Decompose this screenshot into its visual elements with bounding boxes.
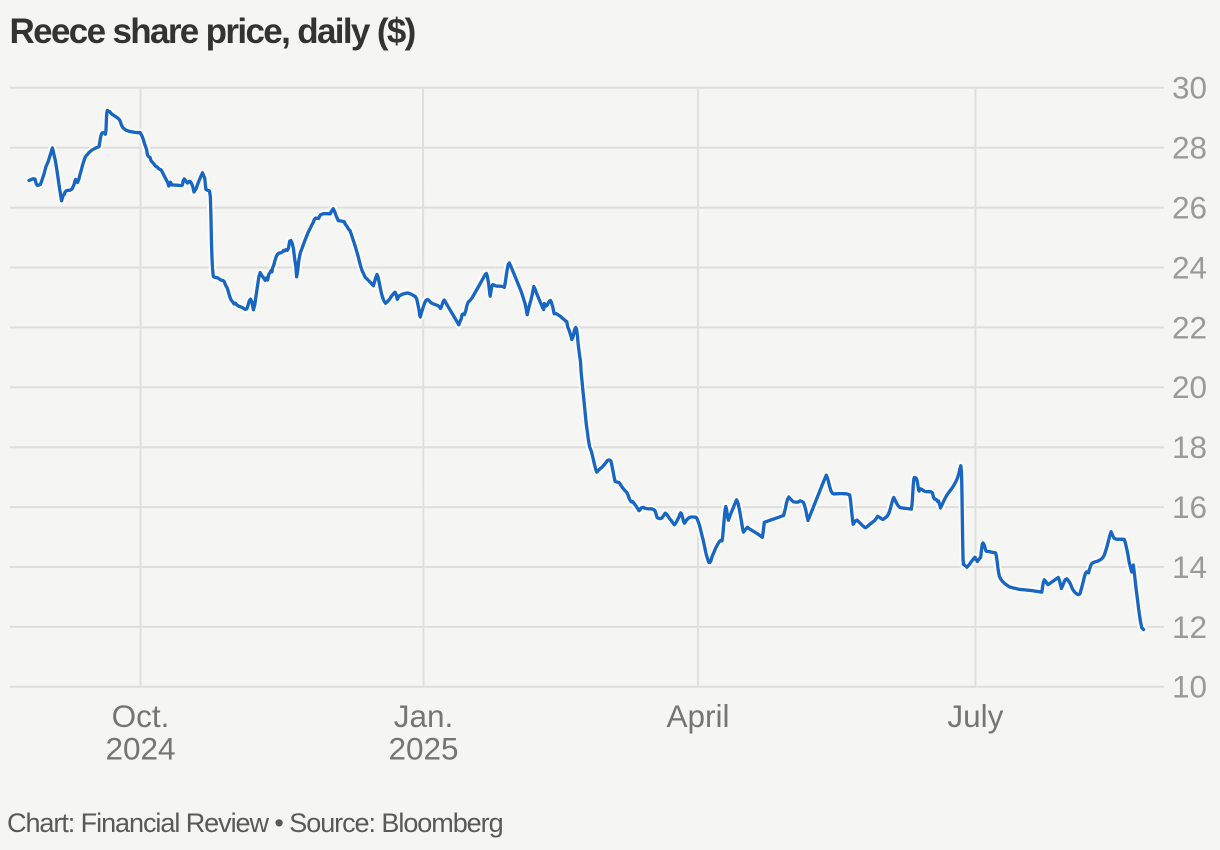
svg-text:10: 10	[1172, 669, 1207, 705]
svg-text:2024: 2024	[105, 731, 175, 767]
svg-text:22: 22	[1172, 309, 1207, 345]
svg-text:24: 24	[1172, 249, 1207, 285]
svg-text:12: 12	[1172, 609, 1207, 645]
svg-text:28: 28	[1172, 130, 1207, 166]
svg-text:April: April	[666, 698, 729, 734]
svg-text:2025: 2025	[388, 731, 458, 767]
svg-text:26: 26	[1172, 190, 1207, 226]
svg-text:18: 18	[1172, 429, 1207, 465]
svg-text:Oct.: Oct.	[112, 698, 170, 734]
svg-text:16: 16	[1172, 489, 1207, 525]
svg-text:July: July	[947, 698, 1003, 734]
svg-text:20: 20	[1172, 369, 1207, 405]
svg-text:14: 14	[1172, 549, 1207, 585]
svg-text:Jan.: Jan.	[394, 698, 454, 734]
svg-text:Chart: Financial Review • Sour: Chart: Financial Review • Source: Bloomb…	[7, 808, 503, 838]
svg-text:30: 30	[1172, 70, 1207, 106]
svg-text:Reece share price, daily ($): Reece share price, daily ($)	[10, 12, 415, 51]
